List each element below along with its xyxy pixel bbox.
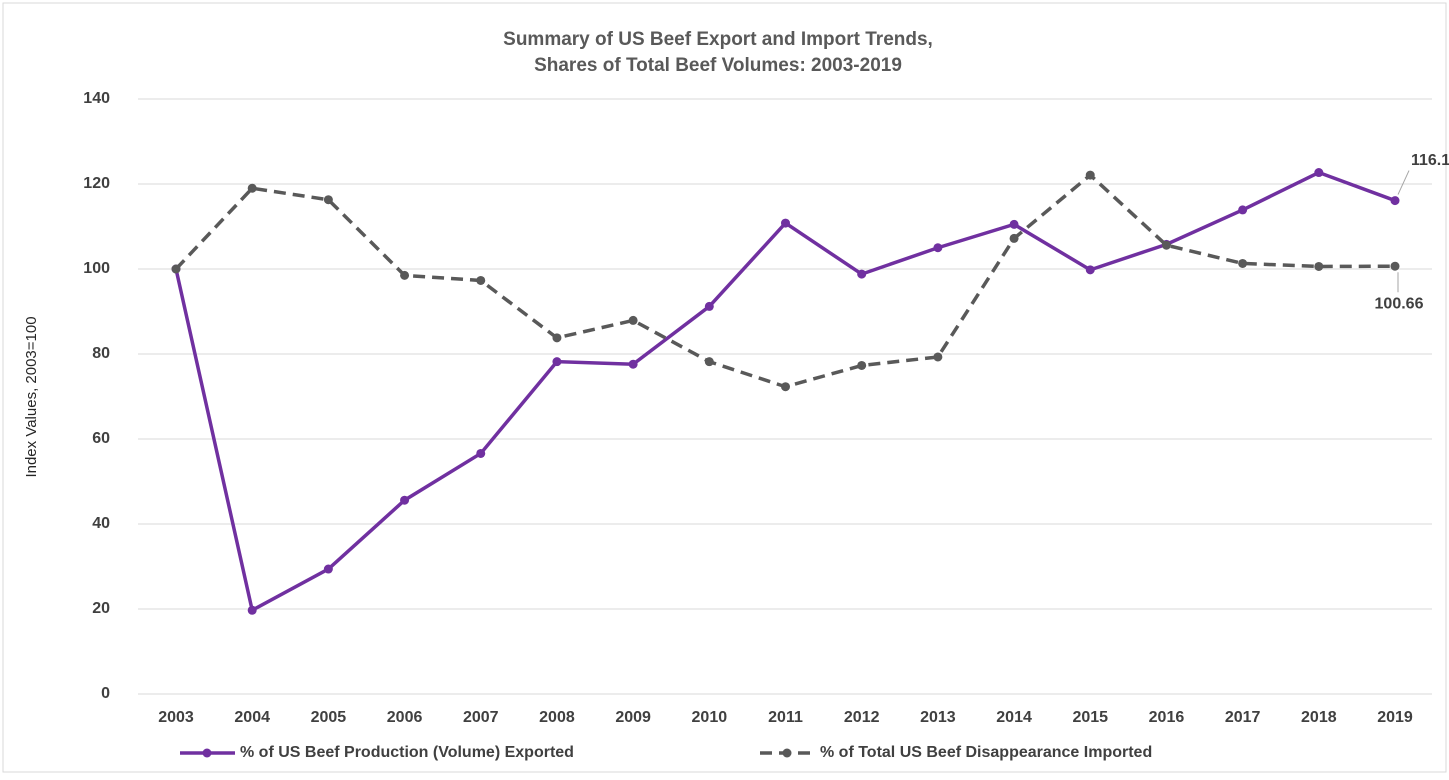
leader-line: [1397, 170, 1410, 195]
x-tick-label: 2013: [920, 709, 956, 726]
series-marker: [857, 269, 867, 279]
series-marker: [1314, 168, 1324, 178]
series-marker: [781, 218, 790, 228]
series-marker: [1390, 196, 1400, 206]
series-marker: [1238, 205, 1248, 215]
series-marker: [1085, 265, 1095, 275]
series-marker: [1161, 240, 1171, 250]
series-marker: [1314, 261, 1324, 271]
series-marker: [628, 315, 638, 325]
series-marker: [781, 382, 790, 392]
x-tick-label: 2007: [463, 709, 499, 726]
x-tick-label: 2019: [1377, 709, 1413, 726]
y-tick-label: 140: [83, 90, 110, 107]
x-tick-label: 2011: [768, 709, 803, 726]
data-label: 116.10: [1411, 152, 1449, 169]
series-marker: [476, 448, 486, 458]
y-tick-label: 40: [92, 515, 110, 532]
legend-marker: [202, 748, 212, 758]
chart-subtitle: Shares of Total Beef Volumes: 2003-2019: [534, 55, 902, 76]
series-marker: [247, 183, 257, 193]
x-tick-label: 2005: [311, 709, 347, 726]
series-marker: [476, 275, 486, 285]
y-tick-label: 60: [92, 430, 110, 447]
x-tick-label: 2012: [844, 709, 880, 726]
series-marker: [323, 564, 333, 574]
x-tick-label: 2009: [615, 709, 651, 726]
series-marker: [704, 301, 714, 311]
x-tick-label: 2003: [158, 709, 194, 726]
series-marker: [171, 264, 181, 274]
x-tick-label: 2016: [1149, 709, 1185, 726]
y-tick-label: 100: [83, 260, 110, 277]
series-marker: [704, 357, 714, 367]
x-tick-label: 2018: [1301, 709, 1337, 726]
series-marker: [552, 357, 562, 367]
series-marker: [400, 270, 410, 280]
series-marker: [1085, 170, 1095, 180]
x-tick-label: 2017: [1225, 709, 1261, 726]
series-marker: [552, 333, 562, 343]
y-tick-label: 120: [83, 175, 110, 192]
chart-title: Summary of US Beef Export and Import Tre…: [503, 29, 933, 50]
legend-marker: [782, 748, 792, 758]
legend-label: % of US Beef Production (Volume) Exporte…: [240, 744, 574, 761]
series-marker: [1390, 261, 1400, 271]
y-tick-label: 0: [101, 685, 110, 702]
series-marker: [1009, 233, 1019, 243]
legend-label: % of Total US Beef Disappearance Importe…: [820, 744, 1152, 761]
series-marker: [400, 495, 410, 505]
y-axis-label: Index Values, 2003=100: [23, 316, 40, 477]
y-tick-label: 80: [92, 345, 110, 362]
x-tick-label: 2014: [996, 709, 1032, 726]
series-marker: [933, 352, 943, 362]
series-marker: [857, 360, 867, 370]
x-tick-label: 2008: [539, 709, 575, 726]
series-marker: [628, 359, 638, 369]
data-label: 100.66: [1375, 295, 1424, 312]
series-marker: [323, 195, 333, 205]
series-marker: [1238, 258, 1248, 268]
series-marker: [1009, 219, 1019, 229]
x-tick-label: 2010: [692, 709, 728, 726]
x-tick-label: 2004: [234, 709, 270, 726]
series-marker: [247, 605, 257, 615]
x-tick-label: 2015: [1072, 709, 1108, 726]
y-tick-label: 20: [92, 600, 110, 617]
series-marker: [933, 243, 943, 253]
x-tick-label: 2006: [387, 709, 423, 726]
